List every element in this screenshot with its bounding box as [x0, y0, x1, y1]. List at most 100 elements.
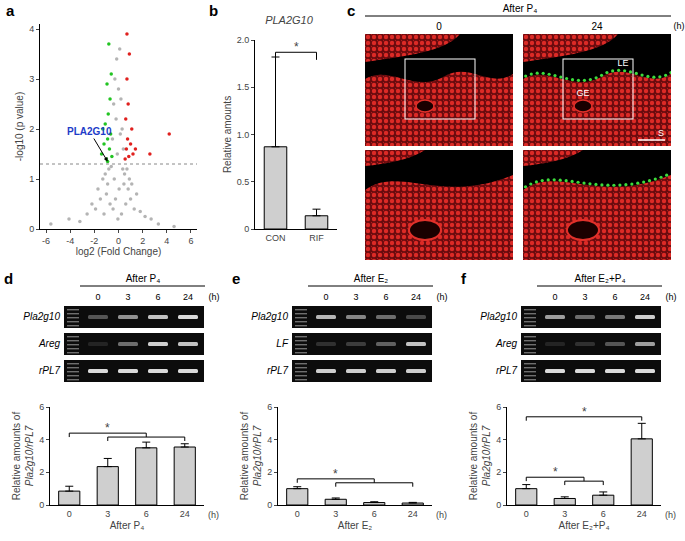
svg-text:0: 0	[244, 224, 249, 234]
svg-text:6: 6	[612, 292, 617, 302]
svg-text:0: 0	[552, 292, 557, 302]
svg-text:6: 6	[383, 292, 388, 302]
svg-text:rPL7: rPL7	[39, 365, 61, 376]
svg-text:4: 4	[29, 24, 34, 34]
svg-text:3: 3	[582, 292, 587, 302]
svg-text:0: 0	[295, 509, 300, 519]
svg-text:0: 0	[95, 292, 100, 302]
svg-text:After P₄: After P₄	[503, 3, 538, 14]
svg-text:6: 6	[267, 402, 272, 412]
svg-text:24: 24	[640, 292, 650, 302]
svg-text:After P₄: After P₄	[126, 273, 161, 284]
svg-text:6: 6	[144, 509, 149, 519]
svg-text:Relative amounts ofPla2g10/rPL: Relative amounts ofPla2g10/rPL7	[239, 412, 263, 501]
svg-text:2: 2	[267, 467, 272, 477]
svg-text:(h): (h)	[436, 510, 447, 520]
svg-text:0: 0	[267, 500, 272, 510]
svg-text:3: 3	[353, 292, 358, 302]
svg-text:Relative amounts: Relative amounts	[222, 96, 233, 173]
svg-text:After E₂+P₄: After E₂+P₄	[558, 520, 609, 531]
svg-text:0: 0	[29, 224, 34, 234]
svg-text:-4: -4	[66, 236, 74, 246]
svg-text:*: *	[294, 40, 299, 54]
svg-text:*: *	[105, 421, 110, 435]
svg-text:S: S	[658, 128, 664, 138]
svg-text:After E₂+P₄: After E₂+P₄	[574, 273, 625, 284]
svg-text:24: 24	[637, 509, 647, 519]
svg-text:CON: CON	[266, 233, 286, 243]
svg-text:Pla2g10: Pla2g10	[480, 311, 517, 322]
svg-text:0: 0	[323, 292, 328, 302]
svg-text:4: 4	[496, 435, 501, 445]
svg-text:LF: LF	[276, 338, 289, 349]
html-text:e: e	[232, 270, 241, 287]
svg-text:6: 6	[39, 402, 44, 412]
svg-text:*: *	[333, 467, 338, 481]
svg-text:2: 2	[29, 124, 34, 134]
svg-text:0.5: 0.5	[237, 177, 250, 187]
svg-text:2.0: 2.0	[237, 35, 250, 45]
svg-text:4: 4	[39, 435, 44, 445]
svg-text:3: 3	[29, 74, 34, 84]
svg-text:*: *	[582, 405, 587, 419]
svg-text:0: 0	[39, 500, 44, 510]
svg-text:6: 6	[372, 509, 377, 519]
svg-text:(h): (h)	[209, 292, 220, 302]
svg-text:After E₂: After E₂	[338, 520, 373, 531]
svg-text:(h): (h)	[666, 292, 677, 302]
svg-text:24: 24	[180, 509, 190, 519]
svg-text:rPL7: rPL7	[496, 365, 518, 376]
svg-text:3: 3	[333, 509, 338, 519]
svg-text:1.0: 1.0	[237, 130, 250, 140]
svg-text:(h): (h)	[674, 21, 685, 31]
svg-text:24: 24	[591, 21, 603, 32]
svg-text:Areg: Areg	[38, 338, 61, 349]
svg-text:0: 0	[524, 509, 529, 519]
svg-text:0: 0	[496, 500, 501, 510]
svg-text:After P₄: After P₄	[110, 520, 145, 531]
svg-text:4: 4	[164, 236, 169, 246]
svg-text:PLA2G10: PLA2G10	[67, 126, 112, 137]
svg-text:*: *	[553, 465, 558, 479]
svg-text:Areg: Areg	[495, 338, 518, 349]
html-text:a: a	[6, 2, 15, 19]
svg-text:6: 6	[601, 509, 606, 519]
svg-text:Relative amounts ofPla2g10/rPL: Relative amounts ofPla2g10/rPL7	[468, 412, 492, 501]
svg-text:(h): (h)	[208, 510, 219, 520]
svg-text:(h): (h)	[437, 292, 448, 302]
svg-text:24: 24	[411, 292, 421, 302]
svg-text:After E₂: After E₂	[354, 273, 389, 284]
svg-text:GE: GE	[576, 88, 589, 98]
svg-text:rPL7: rPL7	[267, 365, 289, 376]
svg-text:LE: LE	[617, 58, 628, 68]
svg-text:6: 6	[155, 292, 160, 302]
svg-text:RIF: RIF	[309, 233, 324, 243]
svg-text:2: 2	[140, 236, 145, 246]
svg-text:(h): (h)	[665, 510, 676, 520]
svg-text:2: 2	[39, 467, 44, 477]
svg-text:-2: -2	[90, 236, 98, 246]
svg-text:3: 3	[105, 509, 110, 519]
svg-text:2: 2	[496, 467, 501, 477]
svg-text:-6: -6	[42, 236, 50, 246]
svg-text:24: 24	[408, 509, 418, 519]
svg-text:Pla2g10: Pla2g10	[251, 311, 288, 322]
svg-text:0: 0	[116, 236, 121, 246]
svg-text:Relative amounts ofPla2g10/rPL: Relative amounts ofPla2g10/rPL7	[11, 412, 35, 501]
svg-text:6: 6	[188, 236, 193, 246]
svg-text:24: 24	[183, 292, 193, 302]
svg-text:1.5: 1.5	[237, 82, 250, 92]
svg-text:4: 4	[267, 435, 272, 445]
html-text:b: b	[209, 2, 219, 19]
svg-text:0: 0	[67, 509, 72, 519]
svg-text:Pla2g10: Pla2g10	[23, 311, 60, 322]
svg-text:1: 1	[29, 174, 34, 184]
svg-text:-log10 (p value): -log10 (p value)	[14, 92, 25, 161]
svg-text:6: 6	[496, 402, 501, 412]
svg-text:3: 3	[125, 292, 130, 302]
svg-text:0: 0	[436, 21, 442, 32]
svg-text:log2 (Fold Change): log2 (Fold Change)	[76, 246, 162, 257]
html-text:d: d	[4, 270, 14, 287]
svg-text:PLA2G10: PLA2G10	[265, 14, 314, 26]
svg-text:3: 3	[562, 509, 567, 519]
